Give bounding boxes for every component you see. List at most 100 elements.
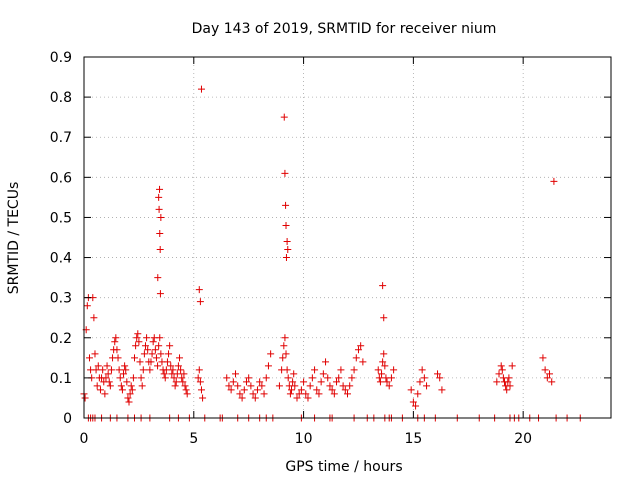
data-point bbox=[223, 374, 231, 382]
data-point bbox=[229, 378, 237, 386]
data-point bbox=[385, 382, 393, 390]
data-point bbox=[133, 334, 141, 342]
data-point bbox=[156, 290, 164, 298]
data-point bbox=[143, 334, 151, 342]
data-point bbox=[128, 386, 136, 394]
data-point bbox=[112, 334, 120, 342]
data-point bbox=[348, 374, 356, 382]
data-point bbox=[251, 394, 259, 402]
data-point bbox=[539, 354, 547, 362]
data-point bbox=[126, 390, 134, 398]
data-point bbox=[124, 394, 132, 402]
x-axis-label: GPS time / hours bbox=[285, 459, 402, 475]
data-point bbox=[137, 374, 145, 382]
data-point bbox=[341, 386, 349, 394]
data-point bbox=[104, 370, 112, 378]
y-tick-label: 0 bbox=[63, 411, 72, 427]
data-point bbox=[152, 354, 160, 362]
data-point bbox=[140, 350, 148, 358]
data-point bbox=[357, 342, 365, 350]
data-point bbox=[199, 394, 207, 402]
data-point bbox=[333, 378, 341, 386]
data-point bbox=[297, 386, 305, 394]
plot-frame bbox=[83, 56, 612, 419]
data-point bbox=[182, 386, 190, 394]
data-point bbox=[438, 386, 446, 394]
data-point bbox=[234, 382, 242, 390]
y-tick-label: 0.2 bbox=[50, 331, 72, 347]
data-point bbox=[546, 370, 554, 378]
data-point bbox=[170, 374, 178, 382]
data-point bbox=[258, 382, 266, 390]
data-point bbox=[101, 390, 109, 398]
data-point bbox=[508, 362, 516, 370]
data-point bbox=[146, 366, 154, 374]
data-point bbox=[121, 362, 129, 370]
y-tick-label: 0.1 bbox=[50, 371, 72, 387]
data-point bbox=[154, 362, 162, 370]
data-point bbox=[111, 338, 119, 346]
data-point bbox=[240, 386, 248, 394]
data-point bbox=[267, 350, 275, 358]
y-tick-label: 0.8 bbox=[50, 90, 72, 106]
data-point bbox=[132, 342, 140, 350]
data-point bbox=[281, 334, 289, 342]
data-point bbox=[107, 366, 115, 374]
data-point bbox=[176, 354, 184, 362]
data-point bbox=[284, 374, 292, 382]
data-point bbox=[197, 85, 205, 93]
data-point bbox=[172, 378, 180, 386]
data-point bbox=[378, 370, 386, 378]
data-point bbox=[249, 390, 257, 398]
data-point bbox=[286, 390, 294, 398]
data-point bbox=[281, 169, 289, 177]
data-point bbox=[125, 398, 133, 406]
data-point bbox=[102, 374, 110, 382]
data-point bbox=[423, 382, 431, 390]
data-point bbox=[280, 113, 288, 121]
data-point bbox=[113, 346, 121, 354]
data-point bbox=[247, 382, 255, 390]
axis-ticks bbox=[83, 56, 611, 419]
data-point bbox=[264, 362, 272, 370]
data-point bbox=[114, 354, 122, 362]
data-point bbox=[375, 374, 383, 382]
data-point bbox=[330, 390, 338, 398]
data-points bbox=[80, 85, 584, 422]
data-point bbox=[173, 370, 181, 378]
data-point bbox=[91, 350, 99, 358]
data-point bbox=[495, 370, 503, 378]
data-point bbox=[311, 366, 319, 374]
data-point bbox=[414, 390, 422, 398]
x-tick-label: 0 bbox=[80, 431, 89, 447]
data-point bbox=[127, 382, 135, 390]
data-point bbox=[436, 374, 444, 382]
data-point bbox=[166, 342, 174, 350]
data-point bbox=[289, 378, 297, 386]
data-point bbox=[434, 370, 442, 378]
data-point bbox=[157, 350, 165, 358]
y-tick-label: 0.4 bbox=[50, 251, 72, 267]
data-point bbox=[283, 366, 291, 374]
data-point bbox=[123, 378, 131, 386]
data-point bbox=[138, 382, 146, 390]
data-point bbox=[380, 314, 388, 322]
data-point bbox=[409, 398, 417, 406]
data-point bbox=[148, 350, 156, 358]
data-point bbox=[149, 338, 157, 346]
y-tick-label: 0.9 bbox=[50, 50, 72, 66]
data-point bbox=[155, 342, 163, 350]
data-point bbox=[308, 374, 316, 382]
data-point bbox=[282, 221, 290, 229]
y-tick-label: 0.5 bbox=[50, 210, 72, 226]
data-point bbox=[282, 201, 290, 209]
data-point bbox=[155, 193, 163, 201]
data-point bbox=[156, 185, 164, 193]
data-point bbox=[171, 382, 179, 390]
data-point bbox=[346, 382, 354, 390]
data-point bbox=[147, 358, 155, 366]
data-point bbox=[154, 274, 162, 282]
data-point bbox=[306, 382, 314, 390]
data-point bbox=[160, 370, 168, 378]
